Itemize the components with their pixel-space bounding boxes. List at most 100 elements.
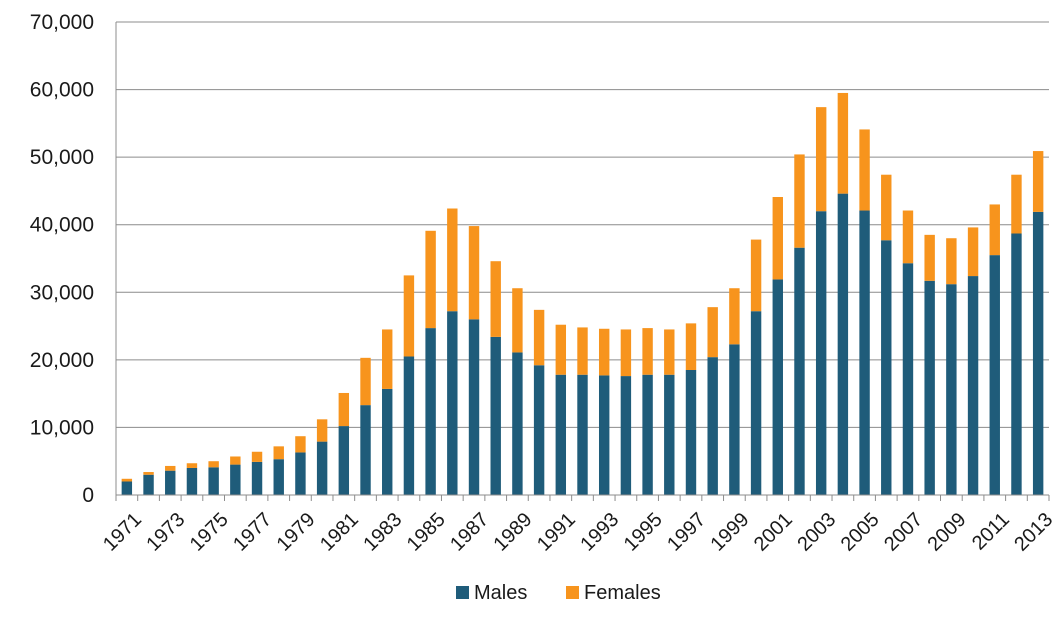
bar-females-1989 bbox=[512, 288, 523, 353]
bar-females-2013 bbox=[1032, 151, 1044, 212]
bar-females-1996 bbox=[664, 329, 675, 375]
bar-males-1984 bbox=[403, 356, 415, 495]
bar-females-1979 bbox=[295, 436, 306, 453]
bar-males-1986 bbox=[447, 311, 458, 495]
bar-males-1979 bbox=[295, 452, 306, 495]
legend: Males Females bbox=[456, 582, 661, 604]
bar-males-2004 bbox=[837, 193, 849, 496]
bar-males-1995 bbox=[642, 374, 653, 495]
x-tick-label: 1987 bbox=[446, 509, 493, 556]
bar-females-1997 bbox=[685, 323, 697, 370]
bar-females-1973 bbox=[165, 465, 176, 471]
bar-males-1990 bbox=[533, 365, 545, 495]
x-tick-label: 1975 bbox=[186, 509, 233, 556]
axes bbox=[115, 22, 1050, 501]
bar-females-2012 bbox=[1011, 174, 1022, 234]
bar-males-1975 bbox=[208, 467, 219, 495]
legend-label-males: Males bbox=[474, 582, 527, 604]
bar-males-1994 bbox=[620, 376, 632, 495]
y-tick-label: 60,000 bbox=[30, 79, 94, 102]
bar-females-1974 bbox=[186, 463, 198, 468]
y-tick-label: 30,000 bbox=[30, 281, 94, 304]
bar-males-1980 bbox=[316, 441, 328, 495]
bar-females-1998 bbox=[707, 307, 718, 358]
bar-females-2008 bbox=[924, 234, 935, 281]
bar-females-2009 bbox=[946, 238, 957, 285]
x-tick-label: 2007 bbox=[880, 509, 927, 556]
x-tick-labels: 1971197319751977197919811983198519871989… bbox=[99, 509, 1057, 556]
bar-males-2007 bbox=[902, 263, 914, 495]
bar-females-1988 bbox=[490, 261, 501, 337]
bar-females-2002 bbox=[794, 154, 805, 248]
bar-males-1981 bbox=[338, 426, 350, 495]
bar-males-1971 bbox=[121, 481, 133, 495]
x-tick-label: 1979 bbox=[273, 509, 320, 556]
bar-females-1986 bbox=[447, 208, 458, 312]
bar-males-1983 bbox=[382, 388, 393, 495]
legend-swatch-males bbox=[456, 586, 469, 599]
bar-males-1996 bbox=[664, 374, 675, 495]
x-tick-label: 1977 bbox=[229, 509, 276, 556]
x-tick-label: 1997 bbox=[663, 509, 710, 556]
y-tick-label: 20,000 bbox=[30, 349, 94, 372]
bar-females-1990 bbox=[533, 309, 545, 366]
bar-females-1995 bbox=[642, 328, 653, 375]
bar-females-1992 bbox=[577, 327, 588, 375]
bar-males-1974 bbox=[186, 467, 198, 495]
x-tick-label: 1993 bbox=[576, 509, 623, 556]
bar-females-2011 bbox=[989, 204, 1000, 256]
x-tick-label: 1991 bbox=[533, 509, 580, 556]
bar-females-1980 bbox=[316, 419, 328, 442]
bar-males-2009 bbox=[946, 284, 957, 495]
gridlines bbox=[116, 21, 1049, 428]
y-tick-label: 10,000 bbox=[30, 416, 94, 439]
bar-males-1972 bbox=[143, 474, 154, 495]
bar-males-1978 bbox=[273, 459, 284, 495]
x-tick-label: 2009 bbox=[923, 509, 970, 556]
legend-swatch-females bbox=[566, 586, 579, 599]
bar-females-1994 bbox=[620, 329, 632, 377]
x-tick-label: 1983 bbox=[359, 509, 406, 556]
bar-males-1998 bbox=[707, 357, 718, 495]
x-tick-label: 2001 bbox=[750, 509, 797, 556]
bar-males-1991 bbox=[555, 374, 567, 495]
bar-males-2013 bbox=[1032, 211, 1044, 495]
bar-males-1985 bbox=[425, 328, 436, 495]
x-tick-label: 2011 bbox=[968, 509, 1014, 555]
bar-females-1999 bbox=[729, 288, 740, 345]
x-tick-label: 1971 bbox=[99, 509, 146, 556]
bar-females-1984 bbox=[403, 275, 415, 357]
bar-males-1992 bbox=[577, 374, 588, 495]
bar-males-1997 bbox=[685, 369, 697, 495]
bar-females-1981 bbox=[338, 392, 350, 427]
bar-males-2008 bbox=[924, 280, 935, 495]
bar-females-1983 bbox=[382, 329, 393, 389]
bar-females-2006 bbox=[881, 174, 892, 241]
x-tick-label: 2003 bbox=[793, 509, 840, 556]
bar-males-2003 bbox=[815, 211, 827, 495]
bar-females-1987 bbox=[468, 226, 480, 320]
bar-males-2011 bbox=[989, 255, 1000, 495]
bar-males-1999 bbox=[729, 344, 740, 495]
bar-females-1985 bbox=[425, 230, 436, 329]
y-tick-label: 0 bbox=[82, 484, 94, 507]
bar-males-1993 bbox=[598, 375, 610, 495]
x-tick-label: 1995 bbox=[620, 509, 667, 556]
bar-males-1982 bbox=[360, 405, 371, 495]
bar-males-1989 bbox=[512, 352, 523, 495]
bar-females-2003 bbox=[815, 107, 827, 212]
bar-females-2007 bbox=[902, 210, 914, 264]
bar-females-1975 bbox=[208, 461, 219, 468]
y-tick-label: 70,000 bbox=[30, 11, 94, 34]
bar-females-1993 bbox=[598, 328, 610, 376]
bar-females-2005 bbox=[859, 129, 870, 211]
x-tick-label: 1973 bbox=[142, 509, 189, 556]
legend-label-females: Females bbox=[584, 582, 661, 604]
bar-females-1977 bbox=[251, 451, 263, 462]
x-tick-label: 1999 bbox=[707, 509, 754, 556]
bars bbox=[121, 92, 1044, 496]
x-tick-label: 2005 bbox=[837, 509, 884, 556]
x-tick-label: 1985 bbox=[403, 509, 450, 556]
bar-males-1973 bbox=[165, 470, 176, 495]
